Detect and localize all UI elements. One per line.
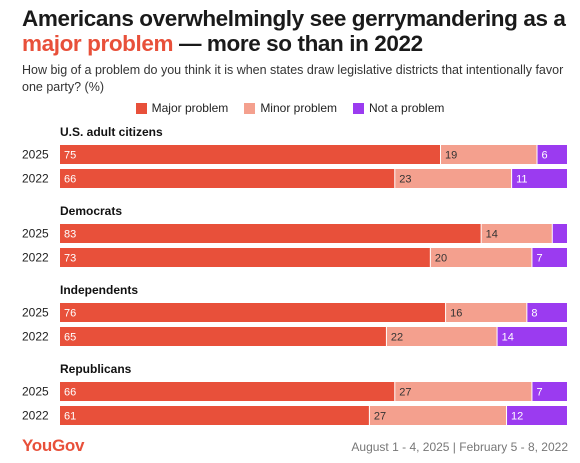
bar-segment — [386, 327, 497, 346]
group-label: Democrats — [60, 204, 122, 218]
bar-segment — [512, 169, 567, 188]
legend: Major problem Minor problem Not a proble… — [0, 100, 580, 116]
bar-segment — [60, 406, 369, 425]
year-label: 2025 — [22, 148, 49, 162]
legend-item-major: Major problem — [135, 101, 229, 115]
bar-value-label: 7 — [536, 253, 542, 265]
year-label: 2022 — [22, 409, 49, 423]
chart-title: Americans overwhelmingly see gerrymander… — [22, 6, 567, 56]
bar-segment — [60, 327, 386, 346]
bar-value-label: 7 — [536, 387, 542, 399]
legend-label-not: Not a problem — [369, 101, 445, 115]
bar-segment — [430, 248, 532, 267]
bar-value-label: 14 — [502, 332, 514, 344]
legend-item-minor: Minor problem — [244, 101, 337, 115]
group-label: U.S. adult citizens — [60, 125, 163, 139]
bar-segment — [395, 169, 512, 188]
bar-value-label: 27 — [399, 387, 411, 399]
group-label: Republicans — [60, 362, 132, 376]
bar-value-label: 75 — [64, 150, 76, 162]
bar-value-label: 6 — [542, 150, 548, 162]
bar-value-label: 61 — [64, 411, 76, 423]
bar-segment — [446, 303, 527, 322]
bar-segment — [60, 303, 446, 322]
bar-segment — [537, 145, 567, 164]
title-part2: — more so than in 2022 — [173, 31, 423, 56]
legend-label-major: Major problem — [151, 101, 229, 115]
year-label: 2025 — [22, 306, 49, 320]
bar-segment — [60, 169, 395, 188]
bar-value-label: 12 — [511, 411, 523, 423]
year-label: 2025 — [22, 385, 49, 399]
year-label: 2022 — [22, 330, 49, 344]
bar-value-label: 73 — [64, 253, 76, 265]
survey-dates: August 1 - 4, 2025 | February 5 - 8, 202… — [351, 440, 568, 454]
year-label: 2025 — [22, 227, 49, 241]
legend-swatch-minor — [244, 102, 256, 114]
legend-item-not: Not a problem — [353, 101, 444, 115]
bar-segment — [369, 406, 507, 425]
bar-segment — [60, 248, 430, 267]
bar-segment — [481, 224, 552, 243]
bar-segment — [552, 224, 567, 243]
bar-segment — [532, 248, 567, 267]
bar-value-label: 27 — [374, 411, 386, 423]
year-label: 2022 — [22, 172, 49, 186]
bar-value-label: 65 — [64, 332, 76, 344]
bar-value-label: 76 — [64, 308, 76, 320]
bar-segment — [507, 406, 567, 425]
legend-swatch-not — [353, 102, 365, 114]
legend-label-minor: Minor problem — [260, 101, 338, 115]
bar-segment — [497, 327, 567, 346]
bar-value-label: 66 — [64, 174, 76, 186]
title-highlight: major problem — [22, 31, 174, 56]
bar-value-label: 8 — [531, 308, 537, 320]
title-part1: Americans overwhelmingly see gerrymander… — [22, 6, 566, 31]
bar-segment — [395, 382, 532, 401]
bar-value-label: 20 — [435, 253, 447, 265]
yougov-logo: YouGov — [22, 436, 85, 455]
bar-value-label: 23 — [399, 174, 411, 186]
bar-value-label: 83 — [64, 229, 76, 241]
bar-value-label: 16 — [450, 308, 462, 320]
group-label: Independents — [60, 283, 138, 297]
bar-value-label: 11 — [516, 174, 527, 186]
year-label: 2022 — [22, 251, 49, 265]
chart-subtitle: How big of a problem do you think it is … — [22, 63, 564, 94]
legend-swatch-major — [135, 102, 147, 114]
bar-value-label: 19 — [445, 150, 457, 162]
bar-segment — [60, 224, 481, 243]
bar-segment — [60, 382, 395, 401]
bar-segment — [60, 145, 440, 164]
bar-value-label: 22 — [391, 332, 403, 344]
bar-value-label: 66 — [64, 387, 76, 399]
bar-value-label: 14 — [486, 229, 498, 241]
bar-segment — [441, 145, 537, 164]
bar-segment — [527, 303, 567, 322]
bar-segment — [532, 382, 567, 401]
